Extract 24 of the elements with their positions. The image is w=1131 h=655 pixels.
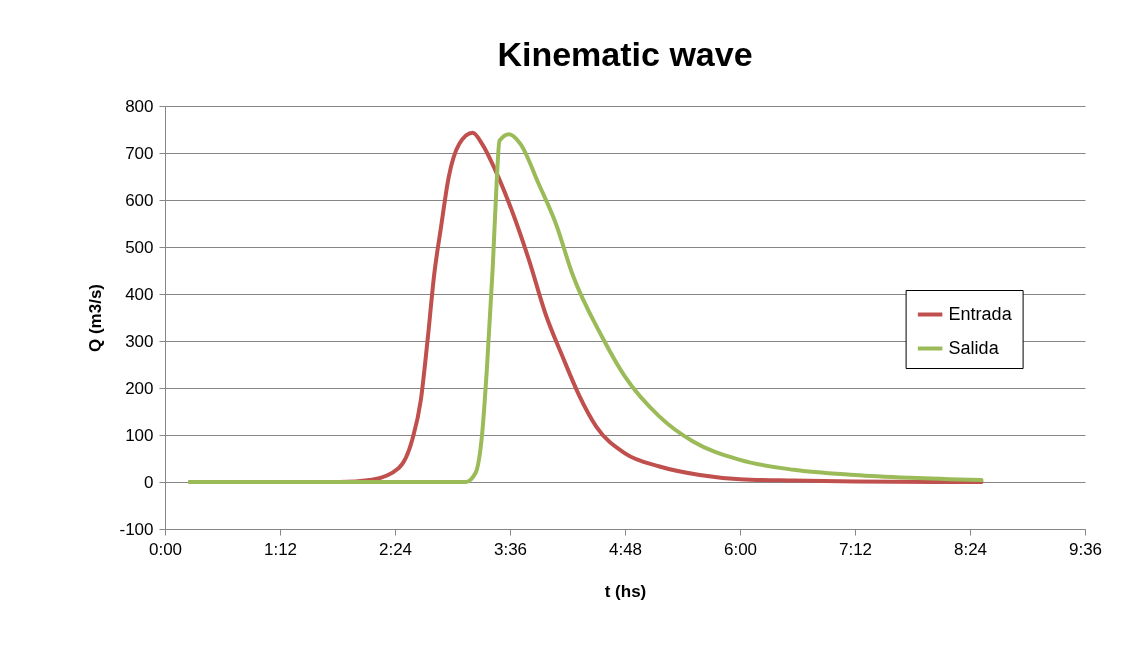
x-tick-label: 6:00 [723,539,758,559]
legend-label: Entrada [948,303,1013,324]
y-tick-label: 500 [125,237,154,257]
x-tick-label: 8:24 [953,539,988,559]
y-tick-label: 200 [125,378,154,398]
y-tick-label: 800 [125,96,154,116]
y-tick-label: 100 [125,425,154,445]
y-tick-label: 600 [125,190,154,210]
y-tick-label: 700 [125,143,154,163]
x-tick-label: 4:48 [608,539,643,559]
y-tick-label: 400 [125,284,154,304]
x-axis-title: t (hs) [604,581,647,601]
x-tick-label: 9:36 [1068,539,1103,559]
chart-title: Kinematic wave [497,35,753,73]
y-tick-label: 0 [144,472,154,492]
y-tick-label: 300 [125,331,154,351]
x-tick-label: 3:36 [493,539,528,559]
x-tick-label: 2:24 [378,539,413,559]
x-tick-label: 7:12 [838,539,873,559]
legend-label: Salida [948,337,1000,358]
y-tick-label: -100 [119,519,154,539]
y-axis-title: Q (m3/s) [86,283,106,353]
x-tick-label: 1:12 [263,539,298,559]
x-tick-label: 0:00 [148,539,183,559]
